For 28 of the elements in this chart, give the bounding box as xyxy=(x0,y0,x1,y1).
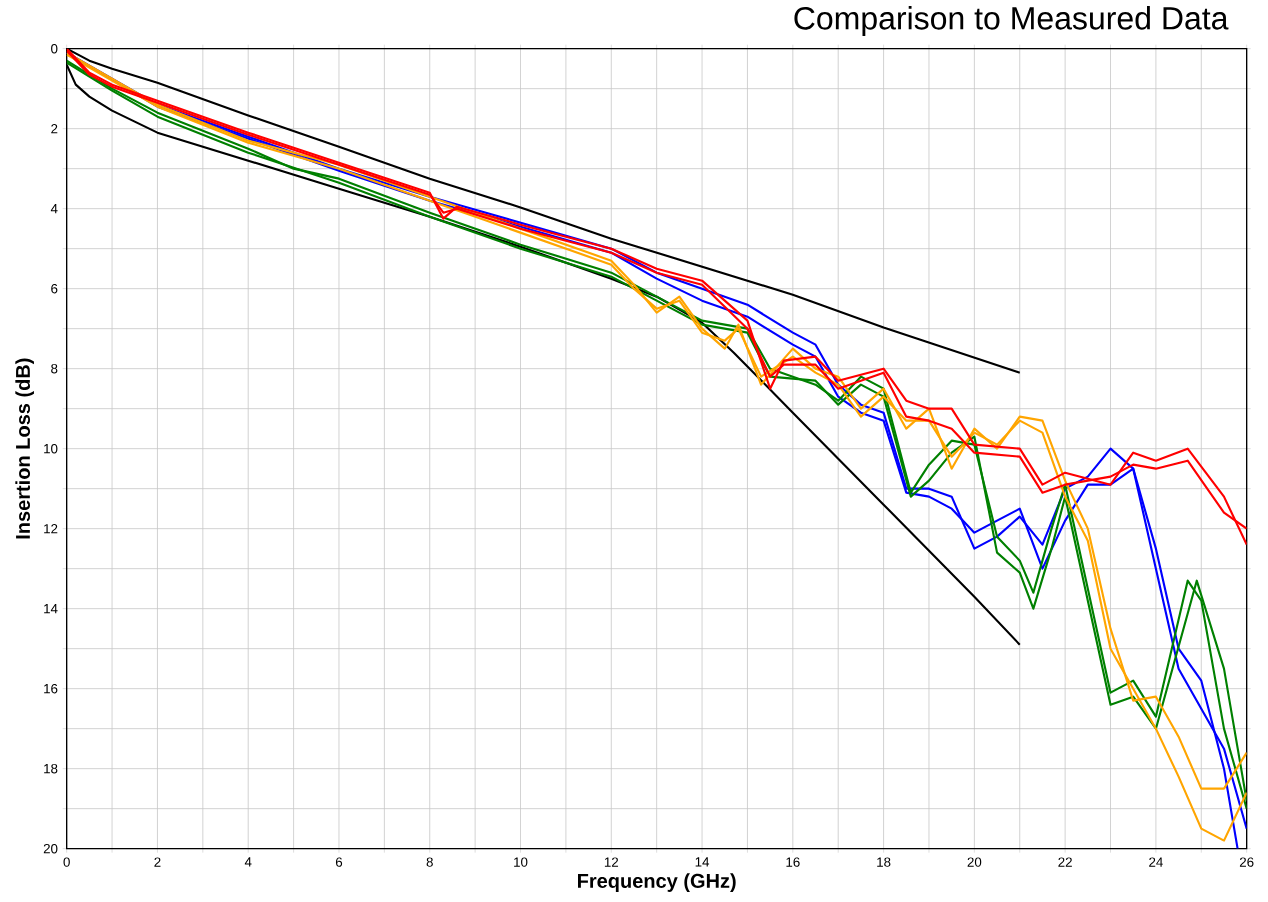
y-tick-label: 16 xyxy=(44,683,58,694)
chart-title: Comparison to Measured Data xyxy=(794,6,1229,36)
x-tick-label: 22 xyxy=(1058,857,1072,867)
x-tick-label: 12 xyxy=(604,857,619,867)
x-tick-label: 0 xyxy=(63,857,70,867)
y-tick-label: 6 xyxy=(51,283,58,294)
x-tick-label: 2 xyxy=(154,857,161,867)
y-tick-label: 14 xyxy=(44,604,58,614)
y-tick-label: 2 xyxy=(51,124,58,134)
x-tick-label: 26 xyxy=(1239,857,1254,867)
y-tick-label: 4 xyxy=(50,204,58,214)
x-tick-label: 20 xyxy=(967,857,982,867)
x-tick-label: 10 xyxy=(514,857,528,867)
x-tick-label: 18 xyxy=(877,857,891,867)
y-tick-label: 10 xyxy=(44,443,58,454)
x-tick-label: 16 xyxy=(786,857,800,867)
y-tick-label: 12 xyxy=(44,524,58,534)
x-axis-title: Frequency (GHz) xyxy=(578,873,736,892)
x-tick-label: 8 xyxy=(426,857,433,867)
y-tick-label: 20 xyxy=(43,843,58,854)
x-tick-label: 6 xyxy=(335,857,343,867)
x-tick-label: 24 xyxy=(1149,857,1163,867)
x-tick-label: 14 xyxy=(695,857,710,867)
x-tick-label: 4 xyxy=(244,857,252,867)
y-tick-label: 0 xyxy=(51,43,58,54)
y-tick-label: 18 xyxy=(44,763,58,774)
y-tick-label: 8 xyxy=(51,363,58,374)
y-axis-title: Insertion Loss (dB) xyxy=(15,358,34,539)
